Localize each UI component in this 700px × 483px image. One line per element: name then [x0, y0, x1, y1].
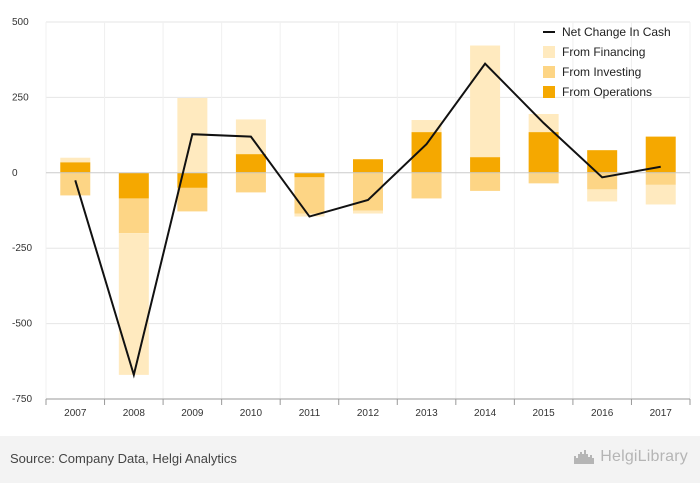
- y-tick-label: -750: [12, 394, 32, 405]
- bar-from-investing-2017: [645, 172, 676, 185]
- footer: Source: Company Data, Helgi Analytics He…: [0, 436, 700, 483]
- bar-from-investing-2013: [411, 172, 442, 199]
- x-tick-label: 2016: [591, 408, 614, 419]
- legend-label-from-investing: From Investing: [562, 65, 641, 79]
- x-tick-label: 2014: [474, 408, 497, 419]
- net-change-series-line: [74, 62, 661, 379]
- bar-from-operations-2013: [411, 132, 442, 173]
- y-tick-label: -500: [12, 319, 32, 330]
- legend: Net Change In Cash From Financing From Inv…: [543, 25, 671, 99]
- x-tick-label: 2009: [181, 408, 204, 419]
- grid-lines: [45, 21, 691, 399]
- bar-from-operations-2010: [235, 154, 266, 173]
- bar-from-financing-2012: [353, 210, 383, 214]
- x-tick-label: 2008: [123, 408, 146, 419]
- bar-from-operations-2009: [177, 172, 208, 188]
- x-tick-label: 2012: [357, 408, 380, 419]
- legend-swatch-from-investing: [543, 66, 555, 78]
- legend-label-from-financing: From Financing: [562, 45, 645, 59]
- y-tick-label: 0: [12, 168, 18, 179]
- bar-from-financing-2017: [645, 184, 676, 205]
- bar-from-operations-2016: [587, 150, 618, 173]
- bar-from-investing-2015: [528, 172, 559, 184]
- x-tick-label: 2011: [299, 408, 321, 419]
- bar-from-operations-2008: [118, 172, 149, 199]
- bar-from-operations-2012: [353, 159, 383, 173]
- x-tick-label: 2013: [415, 408, 438, 419]
- bar-from-investing-2009: [177, 187, 208, 212]
- bar-from-operations-2011: [294, 172, 325, 178]
- legend-label-net-change-in-cash: Net Change In Cash: [562, 25, 671, 39]
- source-note: Source: Company Data, Helgi Analytics: [10, 451, 237, 466]
- legend-swatch-from-operations: [543, 86, 555, 98]
- y-tick-label: -250: [12, 243, 32, 254]
- legend-swatch-from-financing: [543, 46, 555, 58]
- bar-from-investing-2008: [118, 198, 149, 234]
- brand-name: HelgiLibrary: [600, 448, 688, 465]
- bar-from-investing-2007: [60, 172, 91, 196]
- bar-from-financing-2016: [587, 189, 618, 202]
- legend-label-from-operations: From Operations: [562, 85, 652, 99]
- y-tick-label: 500: [12, 17, 29, 28]
- y-tick-label: 250: [12, 92, 29, 103]
- bar-from-investing-2014: [470, 172, 501, 191]
- bar-from-financing-2008: [118, 233, 149, 375]
- x-tick-label: 2007: [64, 408, 87, 419]
- bar-from-investing-2010: [235, 172, 266, 193]
- bar-from-financing-2007: [60, 157, 91, 163]
- bar-from-operations-2014: [470, 157, 501, 173]
- bar-from-operations-2007: [60, 162, 91, 173]
- axes: 500 250 0 -250 -500 -750 2007 2008 2009 2010 2011 2…: [12, 17, 691, 419]
- net-change-line: [74, 62, 661, 379]
- bar-from-financing-2013: [411, 120, 442, 133]
- brand-logo: HelgiLibrary: [573, 448, 688, 466]
- bar-from-investing-2012: [353, 172, 383, 211]
- bar-from-investing-2011: [294, 177, 325, 214]
- bar-from-operations-2015: [528, 132, 559, 173]
- x-tick-label: 2015: [533, 408, 556, 419]
- x-tick-label: 2010: [240, 408, 263, 419]
- x-tick-label: 2017: [650, 408, 673, 419]
- helgi-castle-icon: [574, 450, 595, 464]
